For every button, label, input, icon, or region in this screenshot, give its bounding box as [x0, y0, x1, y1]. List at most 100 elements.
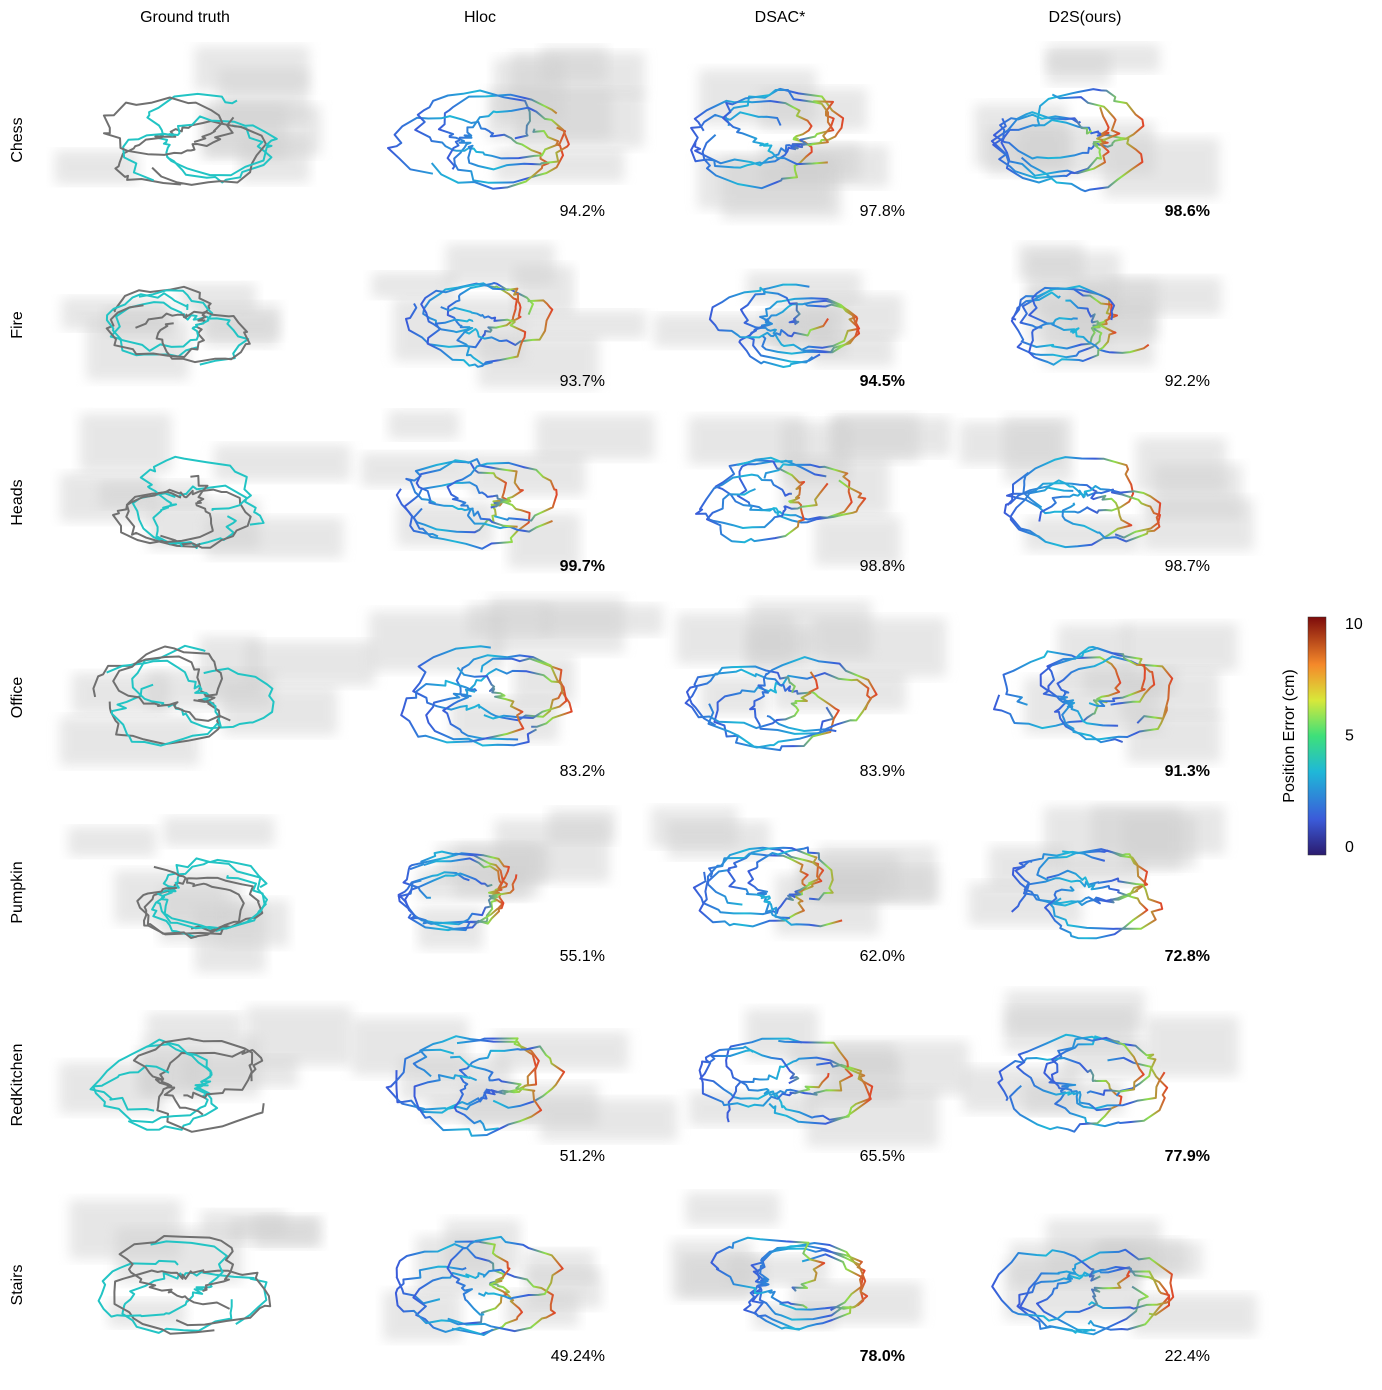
accuracy: 51.2%	[560, 1148, 605, 1165]
point-cloud	[214, 445, 350, 481]
point-cloud	[1024, 678, 1161, 734]
panel	[994, 623, 1237, 762]
column-header: Ground truth	[140, 9, 230, 26]
accuracy: 22.4%	[1165, 1348, 1210, 1365]
panel	[689, 415, 951, 565]
panel	[55, 46, 321, 184]
point-cloud	[536, 415, 655, 459]
accuracy: 94.2%	[560, 203, 605, 220]
point-cloud	[108, 1299, 185, 1327]
point-cloud	[1018, 244, 1083, 280]
panel	[960, 417, 1254, 552]
point-cloud	[541, 47, 607, 82]
accuracy: 77.9%	[1165, 1148, 1210, 1165]
point-cloud	[686, 1193, 780, 1226]
accuracy: 94.5%	[860, 373, 905, 390]
panel	[372, 244, 646, 388]
panel	[1012, 244, 1221, 366]
panel	[361, 411, 654, 568]
point-cloud	[199, 636, 261, 696]
point-cloud	[246, 1006, 351, 1065]
colorbar	[1308, 617, 1326, 855]
row-label: Fire	[9, 311, 26, 339]
point-cloud	[468, 603, 551, 636]
point-cloud	[383, 1291, 461, 1341]
row-label: Chess	[9, 117, 26, 162]
row-label: Heads	[9, 479, 26, 525]
panel	[399, 809, 615, 949]
point-cloud	[80, 414, 171, 473]
point-cloud	[68, 827, 155, 856]
point-cloud	[1103, 138, 1219, 198]
accuracy: 78.0%	[860, 1348, 905, 1365]
point-cloud	[389, 411, 459, 439]
panel	[671, 1193, 922, 1330]
panel	[59, 1006, 351, 1131]
accuracy: 98.6%	[1165, 203, 1210, 220]
panel	[60, 636, 375, 766]
point-cloud	[677, 613, 794, 663]
accuracy: 55.1%	[560, 948, 605, 965]
point-cloud	[517, 311, 646, 339]
point-cloud	[361, 453, 469, 486]
point-cloud	[428, 1096, 540, 1121]
panel	[691, 69, 888, 219]
panels	[55, 44, 1257, 1340]
point-cloud	[163, 817, 274, 846]
panel	[963, 991, 1238, 1132]
point-cloud	[352, 1018, 468, 1075]
panel	[992, 1219, 1256, 1335]
accuracy: 99.7%	[560, 558, 605, 575]
panel	[68, 817, 288, 972]
panel	[352, 1018, 677, 1141]
panel	[975, 44, 1220, 198]
panel	[383, 1220, 601, 1341]
colorbar-tick: 0	[1345, 839, 1354, 856]
panel	[651, 807, 938, 935]
point-cloud	[960, 422, 1063, 465]
point-cloud	[201, 1210, 285, 1236]
column-header: Hloc	[464, 9, 496, 26]
panel	[62, 284, 280, 380]
colorbar-tick: 10	[1345, 616, 1363, 633]
point-cloud	[833, 415, 919, 462]
panel	[70, 1200, 322, 1334]
accuracy: 65.5%	[860, 1148, 905, 1165]
accuracy: 49.24%	[551, 1348, 605, 1365]
panel	[677, 601, 946, 750]
figure: Position Error (cm) Ground truth Hloc DSAC…	[0, 0, 1382, 1385]
colorbar-tick: 5	[1345, 728, 1354, 745]
accuracy: 83.9%	[860, 763, 905, 780]
point-cloud	[180, 284, 255, 314]
accuracy: 97.8%	[860, 203, 905, 220]
point-cloud	[470, 454, 585, 496]
accuracy: 98.8%	[860, 558, 905, 575]
accuracy: 92.2%	[1165, 373, 1210, 390]
accuracy: 83.2%	[560, 763, 605, 780]
row-label: Office	[9, 677, 26, 719]
panel	[388, 47, 644, 189]
point-cloud	[55, 150, 138, 183]
point-cloud	[506, 1291, 579, 1327]
accuracy: 93.7%	[560, 373, 605, 390]
accuracy: 62.0%	[860, 948, 905, 965]
point-cloud	[1047, 52, 1111, 84]
panel	[969, 806, 1225, 938]
accuracy: 72.8%	[1165, 948, 1210, 965]
point-cloud	[1136, 438, 1226, 492]
accuracy: 98.7%	[1165, 558, 1210, 575]
point-cloud	[239, 137, 309, 183]
point-cloud	[525, 1250, 595, 1283]
panel	[369, 597, 663, 746]
panel	[60, 414, 350, 559]
column-header: DSAC*	[755, 9, 806, 26]
point-cloud	[797, 853, 899, 898]
panel	[655, 272, 903, 367]
column-header: D2S(ours)	[1049, 9, 1122, 26]
point-cloud	[651, 807, 737, 847]
point-cloud	[372, 273, 455, 298]
colorbar-label: Position Error (cm)	[1281, 669, 1298, 802]
point-cloud	[540, 1099, 677, 1141]
panel	[689, 1009, 968, 1147]
point-cloud	[1147, 1017, 1239, 1077]
